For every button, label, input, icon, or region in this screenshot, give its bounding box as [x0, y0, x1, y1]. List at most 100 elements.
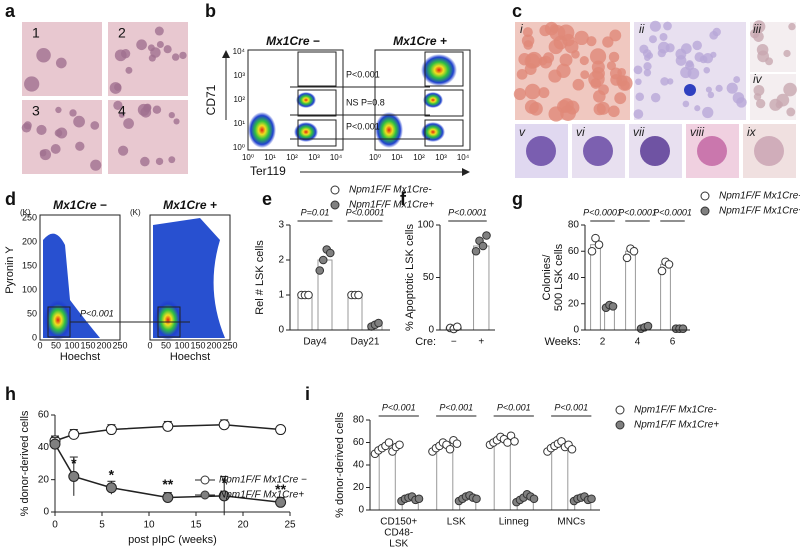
cell — [732, 92, 745, 104]
stat-label: P<0.001 — [346, 121, 380, 131]
flow-density — [44, 300, 72, 340]
y-tick-label: 1 — [278, 290, 284, 301]
cell — [633, 109, 644, 119]
cell — [733, 76, 741, 84]
data-point — [622, 253, 632, 263]
x-tick-label: 10¹ — [391, 153, 403, 162]
gate — [297, 51, 337, 87]
x-tick-label: 100 — [174, 340, 189, 350]
bar — [625, 250, 636, 331]
cell — [685, 61, 695, 71]
image-label: i — [520, 22, 523, 36]
x-tick-label: 0 — [52, 520, 58, 531]
gate — [424, 51, 464, 87]
cell — [606, 61, 617, 71]
cell — [598, 84, 609, 96]
y-tick-label: 20 — [353, 482, 365, 493]
data-point — [218, 490, 230, 502]
legend-label: Npm1F/F Mx1Cre+ — [349, 200, 434, 211]
x-tick-label: LSK — [447, 517, 466, 528]
cell — [69, 109, 77, 117]
data-point — [49, 438, 61, 450]
x-tick-label: + — [478, 337, 484, 348]
cell — [659, 33, 668, 41]
data-point — [68, 470, 80, 482]
cell — [55, 57, 67, 69]
y-tick-label: 150 — [22, 260, 37, 270]
cell — [152, 105, 162, 114]
cell — [726, 82, 738, 94]
annotation: P<0.0001 — [448, 207, 487, 217]
data-point — [452, 322, 462, 332]
series-line — [54, 443, 281, 504]
legend-label: Npm1F/F Mx1Cre- — [719, 191, 800, 202]
cell — [516, 68, 528, 80]
data-point — [629, 246, 639, 256]
cell — [707, 91, 715, 99]
bar — [436, 445, 454, 511]
panel-letter: b — [205, 1, 216, 21]
x-tick-label: 100 — [64, 340, 79, 350]
cell — [643, 69, 652, 77]
cell — [640, 136, 670, 166]
cell — [712, 27, 721, 37]
image-label: 2 — [118, 25, 126, 41]
legend-label: Npm1F/F Mx1Cre+ — [719, 206, 800, 217]
cell — [54, 129, 63, 137]
cell — [635, 78, 642, 86]
bar — [493, 439, 511, 511]
cell — [548, 39, 564, 55]
data-point — [105, 482, 117, 494]
legend-label: Npm1F/F Mx1Cre+ — [634, 420, 719, 431]
legend-label: Npm1F/F Mx1Cre- — [634, 405, 717, 416]
cell — [539, 24, 551, 37]
cell — [616, 75, 628, 87]
x-tick-label: 25 — [284, 520, 296, 531]
cell — [548, 106, 564, 122]
x-tick-label: 200 — [206, 340, 221, 350]
x-tick-label: Day21 — [351, 337, 380, 348]
y-tick-label: 20 — [568, 298, 580, 309]
axis-label: CD71 — [204, 84, 218, 115]
y-tick-label: 50 — [423, 272, 435, 283]
cell — [635, 92, 645, 102]
cell — [90, 159, 102, 171]
x-tick-label: 150 — [190, 340, 205, 350]
bar — [551, 445, 569, 511]
cell — [694, 105, 701, 112]
bar — [347, 294, 363, 331]
cell — [114, 83, 122, 91]
axis-label: Pyronin Y — [4, 246, 16, 294]
data-point — [354, 290, 363, 300]
group-label: Mx1Cre + — [393, 34, 447, 48]
cell — [118, 145, 129, 156]
y-tick-label: 0 — [32, 332, 37, 342]
data-point — [304, 290, 313, 300]
data-point — [510, 437, 519, 446]
image-label: v — [519, 125, 526, 139]
cell — [73, 115, 85, 128]
image-label: vi — [576, 125, 585, 139]
x-tick-label: 10² — [413, 153, 425, 162]
cell — [163, 45, 172, 54]
x-tick-label: 10⁰ — [242, 153, 254, 162]
x-tick-label: LSK — [389, 539, 408, 550]
stat-label: P<0.001 — [346, 69, 380, 79]
data-point — [395, 440, 404, 450]
point-annotation: ** — [275, 481, 286, 497]
data-point — [643, 321, 653, 331]
data-point — [608, 302, 618, 311]
image-label: ii — [639, 22, 645, 36]
data-point — [482, 231, 491, 240]
annotation: P=0.01 — [301, 207, 330, 217]
cell — [36, 48, 51, 63]
legend-marker — [615, 405, 625, 415]
cell — [143, 104, 152, 113]
panel-letter: f — [400, 189, 407, 209]
cell — [55, 106, 62, 114]
x-tick-label: 150 — [80, 340, 95, 350]
x-tick-label: 0 — [37, 340, 42, 350]
x-tick-label: 10¹ — [264, 153, 276, 162]
x-tick-label: Day4 — [303, 337, 327, 348]
